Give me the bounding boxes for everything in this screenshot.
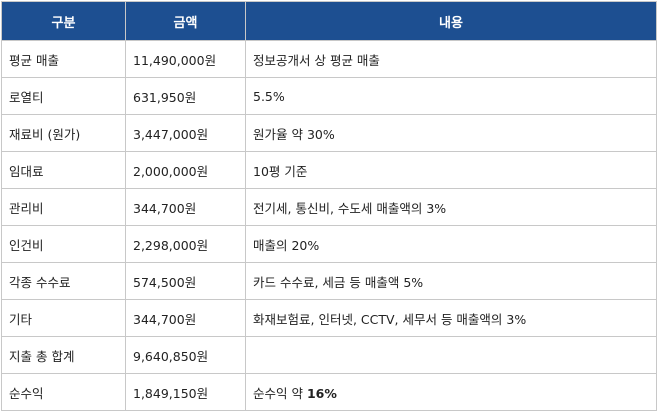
- table-cell: 기타: [1, 299, 126, 337]
- table-row: 지출 총 합계 9,640,850원: [1, 336, 657, 374]
- header-cell: 금액: [125, 1, 246, 41]
- table-cell: 순수익 약 16%: [245, 373, 657, 411]
- table-cell: 각종 수수료: [1, 262, 126, 300]
- table-cell: 원가율 약 30%: [245, 114, 657, 152]
- table-cell: 인건비: [1, 225, 126, 263]
- table-cell: 관리비: [1, 188, 126, 226]
- table-cell: 매출의 20%: [245, 225, 657, 263]
- table-row: 순수익 1,849,150원 순수익 약 16%: [1, 373, 657, 411]
- header-cell: 구분: [1, 1, 126, 41]
- table-row: 인건비 2,298,000원 매출의 20%: [1, 225, 657, 263]
- header-row: 구분 금액 내용: [1, 1, 657, 41]
- table-cell: [245, 336, 657, 374]
- table-cell: 574,500원: [125, 262, 246, 300]
- table-row: 로열티 631,950원 5.5%: [1, 77, 657, 115]
- table-cell: 9,640,850원: [125, 336, 246, 374]
- table-cell: 2,298,000원: [125, 225, 246, 263]
- table-row: 재료비 (원가) 3,447,000원 원가율 약 30%: [1, 114, 657, 152]
- table-cell: 344,700원: [125, 299, 246, 337]
- table-cell: 전기세, 통신비, 수도세 매출액의 3%: [245, 188, 657, 226]
- table-cell: 순수익: [1, 373, 126, 411]
- table-cell: 11,490,000원: [125, 40, 246, 78]
- table-cell: 평균 매출: [1, 40, 126, 78]
- table-cell: 3,447,000원: [125, 114, 246, 152]
- table-row: 평균 매출 11,490,000원 정보공개서 상 평균 매출: [1, 40, 657, 78]
- table-cell: 344,700원: [125, 188, 246, 226]
- table-cell: 카드 수수료, 세금 등 매출액 5%: [245, 262, 657, 300]
- table-cell: 631,950원: [125, 77, 246, 115]
- table-cell: 임대료: [1, 151, 126, 189]
- table-cell: 10평 기준: [245, 151, 657, 189]
- table-cell: 재료비 (원가): [1, 114, 126, 152]
- table-cell: 2,000,000원: [125, 151, 246, 189]
- table-row: 임대료 2,000,000원 10평 기준: [1, 151, 657, 189]
- table-cell: 로열티: [1, 77, 126, 115]
- table-cell: 지출 총 합계: [1, 336, 126, 374]
- cell-emphasis: 16%: [306, 385, 337, 401]
- cell-text: 순수익 약: [253, 385, 303, 401]
- table-cell: 1,849,150원: [125, 373, 246, 411]
- table-row: 각종 수수료 574,500원 카드 수수료, 세금 등 매출액 5%: [1, 262, 657, 300]
- table-cell: 5.5%: [245, 77, 657, 115]
- header-cell: 내용: [245, 1, 657, 41]
- table-row: 기타 344,700원 화재보험료, 인터넷, CCTV, 세무서 등 매출액의 3…: [1, 299, 657, 337]
- table-row: 관리비 344,700원 전기세, 통신비, 수도세 매출액의 3%: [1, 188, 657, 226]
- table-cell: 정보공개서 상 평균 매출: [245, 40, 657, 78]
- table-cell: 화재보험료, 인터넷, CCTV, 세무서 등 매출액의 3%: [245, 299, 657, 337]
